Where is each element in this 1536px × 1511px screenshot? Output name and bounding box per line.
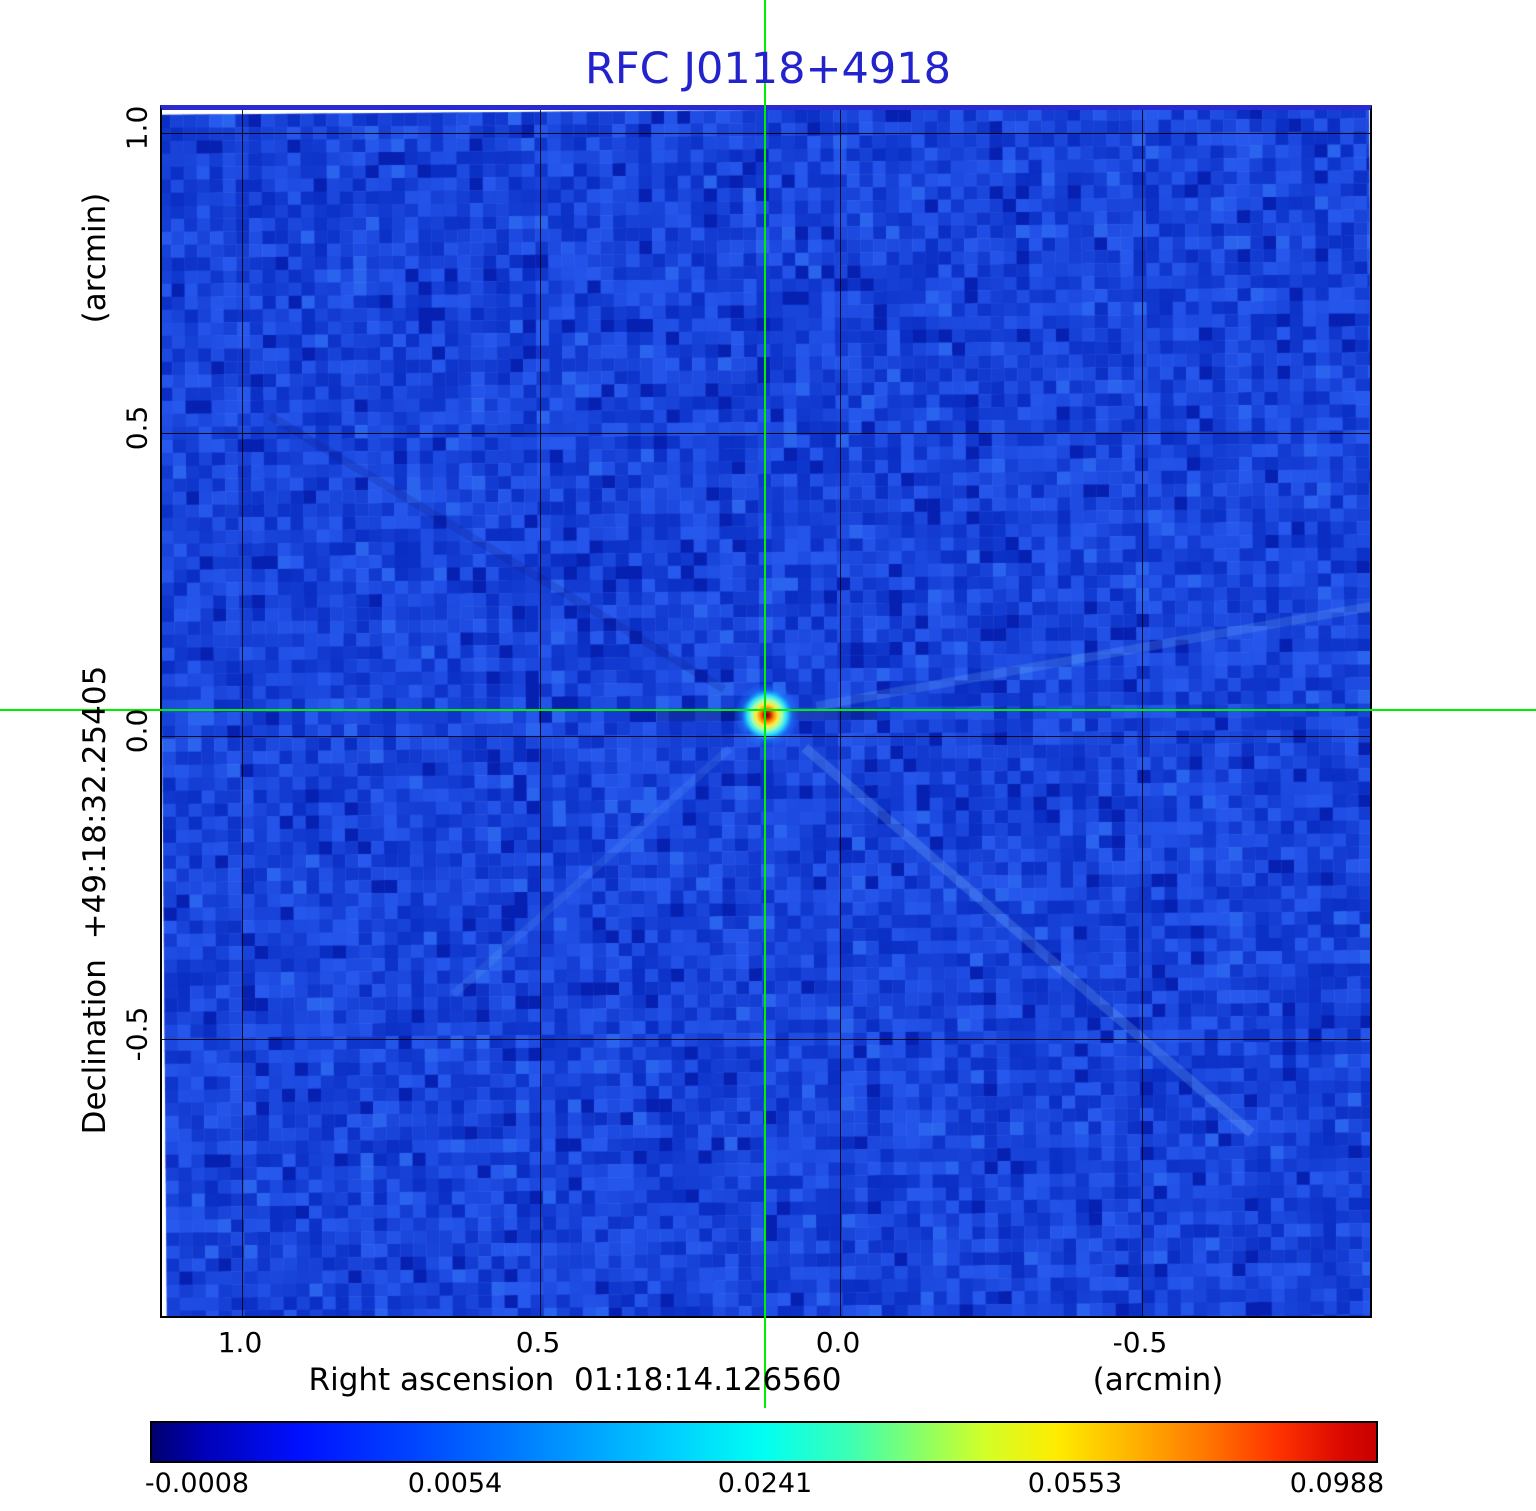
y-axis-title: Declination +49:18:32.25405 — [77, 666, 113, 1135]
x-axis-title: Right ascension 01:18:14.126560 — [309, 1362, 842, 1398]
gridline-horizontal — [162, 133, 1370, 134]
colorbar-tick-label: -0.0008 — [145, 1468, 249, 1499]
gridline-vertical — [540, 110, 541, 1316]
plot-page: RFC J0118+4918 (arcmin) Declination +49:… — [0, 0, 1536, 1511]
x-axis-tick-label: 1.0 — [218, 1326, 263, 1359]
colorbar-tick-label: 0.0988 — [1290, 1468, 1384, 1499]
sky-image — [162, 110, 1372, 1318]
plot-frame — [160, 105, 1372, 1318]
gridline-vertical — [242, 110, 243, 1316]
colorbar-gradient — [152, 1423, 1376, 1461]
y-axis-tick-label: 1.0 — [121, 106, 154, 151]
x-axis-unit-label: (arcmin) — [1093, 1362, 1224, 1398]
crosshair-vertical-line — [764, 0, 766, 1408]
y-axis-tick-label: 0.0 — [121, 709, 154, 754]
gridline-horizontal — [162, 433, 1370, 434]
colorbar-tick-label: 0.0553 — [1028, 1468, 1122, 1499]
plot-title: RFC J0118+4918 — [0, 44, 1536, 94]
y-axis-tick-label: -0.5 — [121, 1007, 154, 1062]
gridline-vertical — [1142, 110, 1143, 1316]
y-axis-tick-label: 0.5 — [121, 406, 154, 451]
x-axis-tick-label: 0.0 — [816, 1326, 861, 1359]
gridline-vertical — [840, 110, 841, 1316]
gridline-horizontal — [162, 736, 1370, 737]
colorbar-tick-label: 0.0054 — [408, 1468, 502, 1499]
x-axis-tick-label: 0.5 — [516, 1326, 561, 1359]
y-axis-unit-label: (arcmin) — [77, 193, 113, 324]
crosshair-horizontal-line — [0, 709, 1536, 711]
gridline-horizontal — [162, 1039, 1370, 1040]
x-axis-tick-label: -0.5 — [1113, 1326, 1168, 1359]
colorbar — [150, 1421, 1378, 1463]
colorbar-tick-label: 0.0241 — [718, 1468, 812, 1499]
